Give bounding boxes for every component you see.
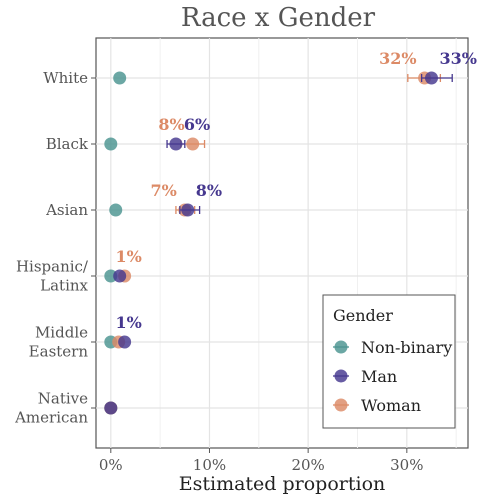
data-label-woman: 8% xyxy=(158,115,184,134)
point-woman xyxy=(186,137,200,151)
data-labels-layer: 33%6%8%1%32%8%7%1% xyxy=(115,49,477,332)
x-axis: 0% 10% 20% 30% xyxy=(99,448,423,474)
y-tick-label-middle-eastern: Eastern xyxy=(29,343,89,361)
y-axis: White Black Asian Hispanic/Latinx MiddleEast… xyxy=(14,69,96,427)
point-non-binary xyxy=(109,203,123,217)
point-man xyxy=(169,137,183,151)
chart-title: Race x Gender xyxy=(181,3,376,33)
point-man xyxy=(181,203,195,217)
y-tick-label-asian: Asian xyxy=(45,201,88,219)
data-label-man: 8% xyxy=(196,181,222,200)
x-axis-label: Estimated proportion xyxy=(179,473,386,495)
legend-key-man xyxy=(334,369,348,383)
y-tick-label-hispanic-latinx: Hispanic/ xyxy=(16,258,89,276)
legend-key-non-binary xyxy=(334,340,348,354)
legend-label-woman: Woman xyxy=(361,396,421,415)
data-label-woman: 1% xyxy=(115,247,141,266)
x-tick-label: 0% xyxy=(99,456,123,474)
data-label-woman: 7% xyxy=(150,181,176,200)
point-non-binary xyxy=(104,137,118,151)
point-non-binary xyxy=(104,269,118,283)
y-tick-label-black: Black xyxy=(46,135,89,153)
y-tick-label-native-american: American xyxy=(14,409,88,427)
legend-label-non-binary: Non-binary xyxy=(361,338,452,357)
y-tick-label-hispanic-latinx: Latinx xyxy=(40,277,88,295)
point-man xyxy=(113,269,127,283)
point-man xyxy=(104,401,118,415)
x-tick-label: 10% xyxy=(193,456,226,474)
legend: Gender Non-binary Man Woman xyxy=(322,294,456,429)
data-label-woman: 32% xyxy=(379,49,416,68)
y-tick-label-middle-eastern: Middle xyxy=(35,324,88,342)
y-tick-label-native-american: Native xyxy=(38,390,88,408)
point-man xyxy=(118,335,132,349)
marks-layer xyxy=(104,71,453,415)
legend-label-man: Man xyxy=(361,367,397,386)
data-label-man: 6% xyxy=(184,115,210,134)
legend-key-woman xyxy=(334,398,348,412)
x-tick-label: 30% xyxy=(390,456,423,474)
point-non-binary xyxy=(113,71,127,85)
data-label-man: 33% xyxy=(439,49,476,68)
data-label-man: 1% xyxy=(115,313,141,332)
point-man xyxy=(424,71,438,85)
legend-title: Gender xyxy=(333,306,393,325)
y-tick-label-white: White xyxy=(43,69,88,87)
x-tick-label: 20% xyxy=(291,456,324,474)
grid-layer xyxy=(96,38,468,448)
